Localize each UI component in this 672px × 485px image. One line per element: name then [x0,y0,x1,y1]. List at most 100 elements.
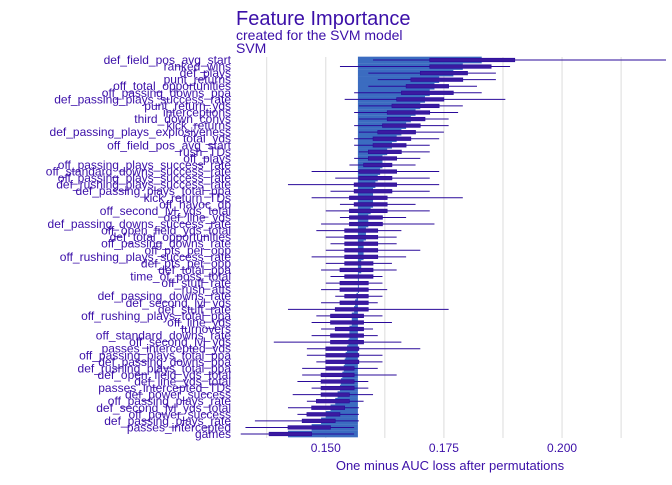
iqr-box [325,353,360,358]
feature-label: passes_intercepted_yds [102,342,231,356]
iqr-box [363,162,393,168]
feature-label: def_passing_plays_success_rate [54,92,231,106]
feature-label: def_pts_per_opp [141,256,231,270]
iqr-box [344,235,379,240]
feature-label: off_second_lvl_yds [129,335,231,349]
iqr-box [320,385,355,391]
feature-label: off_plays [183,151,231,165]
iqr-box [330,340,364,345]
feature-label: def_passing_plays_rate [104,414,231,428]
feature-label: off_havoc_db [159,197,231,211]
iqr-box [320,379,355,384]
iqr-box [330,333,364,338]
feature-label: off_line_yds [167,315,231,329]
iqr-box [429,57,516,63]
feature-label: passes_intercepted_TDs [98,381,231,395]
iqr-box [372,136,412,141]
feature-label: def_second_lvl_yds_total [96,401,231,415]
feature-label: kick_returns [166,119,231,133]
feature-label: ranked_wins [164,60,231,74]
iqr-box [330,320,364,325]
feature-label: def_rushing_plays_total_ppa [78,361,232,375]
feature-label: turnovers [181,322,231,336]
feature-label: off_rushing_plays_total_ppa [81,309,231,323]
x-tick-labels: 0.150 0.175 0.200 [311,441,578,455]
feature-label: def_passing_downs_success_rate [48,217,232,231]
feature-label: def_passing_plays_total_ppa [76,184,232,198]
iqr-box [334,326,364,332]
feature-label: off_open_field_yds_total [101,224,231,238]
grid-layer [266,57,622,438]
feature-label: total_yds [183,132,231,146]
iqr-box [382,123,421,128]
iqr-box [368,149,402,154]
x-tick-label: 0.200 [547,441,577,455]
iqr-box [377,130,416,135]
feature-label: def_line_yds_total [134,375,231,389]
iqr-box [287,425,331,430]
iqr-box [349,215,383,220]
iqr-box [401,90,454,95]
iqr-box [344,294,369,299]
iqr-box [419,71,468,76]
iqr-box [325,359,360,364]
iqr-box [339,287,369,292]
feature-label: def_second_lvl_yds [126,296,231,310]
feature-label: off_passing_downs_ppa [102,86,232,100]
iqr-box [372,143,407,148]
feature-label: def_plays [180,66,231,80]
feature-label: def_passing_downs_ppa [98,355,231,369]
feature-labels: def_field_pos_avg_startranked_winsdef_pl… [46,53,232,441]
iqr-box [344,254,379,259]
iqr-box [330,313,364,318]
feature-label: punt_returns [164,73,231,87]
iqr-box [320,392,350,397]
feature-label: off_passing_downs_rate [101,237,231,251]
feature-label: passes_intercepted [127,420,231,434]
iqr-box [386,110,431,115]
iqr-box [339,300,369,305]
iqr-box [320,372,355,378]
iqr-box [325,346,360,351]
feature-label: def_power_success [125,388,231,402]
feature-label: off_total_opportunities [113,79,231,93]
iqr-box [334,307,369,312]
iqr-box [268,431,312,437]
iqr-box [349,195,388,200]
feature-label: third_down_convs [134,112,231,126]
feature-label: off_passing_plays_success_rate [58,171,232,185]
chart-title: Feature Importance [236,8,411,30]
iqr-box [353,189,393,194]
feature-label: off_passing_plays_rate [108,394,232,408]
iqr-box [344,248,379,253]
iqr-box [325,366,355,371]
feature-label: off_second_lvl_yds_total [100,204,231,218]
feature-label: def_rushing_plays_success_rate [56,178,231,192]
feature-label: off_pts_per_opp [144,243,231,257]
feature-label: def_total_ppa [158,263,231,277]
iqr-box [344,228,379,233]
feature-label: off_passing_plays_total_ppa [79,348,231,362]
feature-label: off_standard_downs_success_rate [46,165,232,179]
feature-label: off_power_success [128,407,231,421]
feature-label: rush_TDs [179,145,231,159]
feature-label: def_total_opportunities [110,230,231,244]
feature-label: time_of_poss_total [130,270,231,284]
feature-label: def_line_yds [164,210,231,224]
feature-label: kick_return_TDs [144,191,231,205]
chart-subtitle: created for the SVM model [236,27,403,43]
feature-label: def_open_field_yds_total [98,368,231,382]
feature-label: def_passing_downs_rate [98,289,232,303]
iqr-box [339,280,369,286]
feature-label: def_stuff_rate [158,302,231,316]
iqr-box [344,241,379,246]
iqr-box [353,202,388,207]
iqr-box [358,176,393,181]
feature-label: interceptions [163,105,231,119]
iqr-box [344,274,374,279]
iqr-box [311,405,345,410]
feature-label: games [195,427,231,441]
iqr-box [306,412,341,417]
